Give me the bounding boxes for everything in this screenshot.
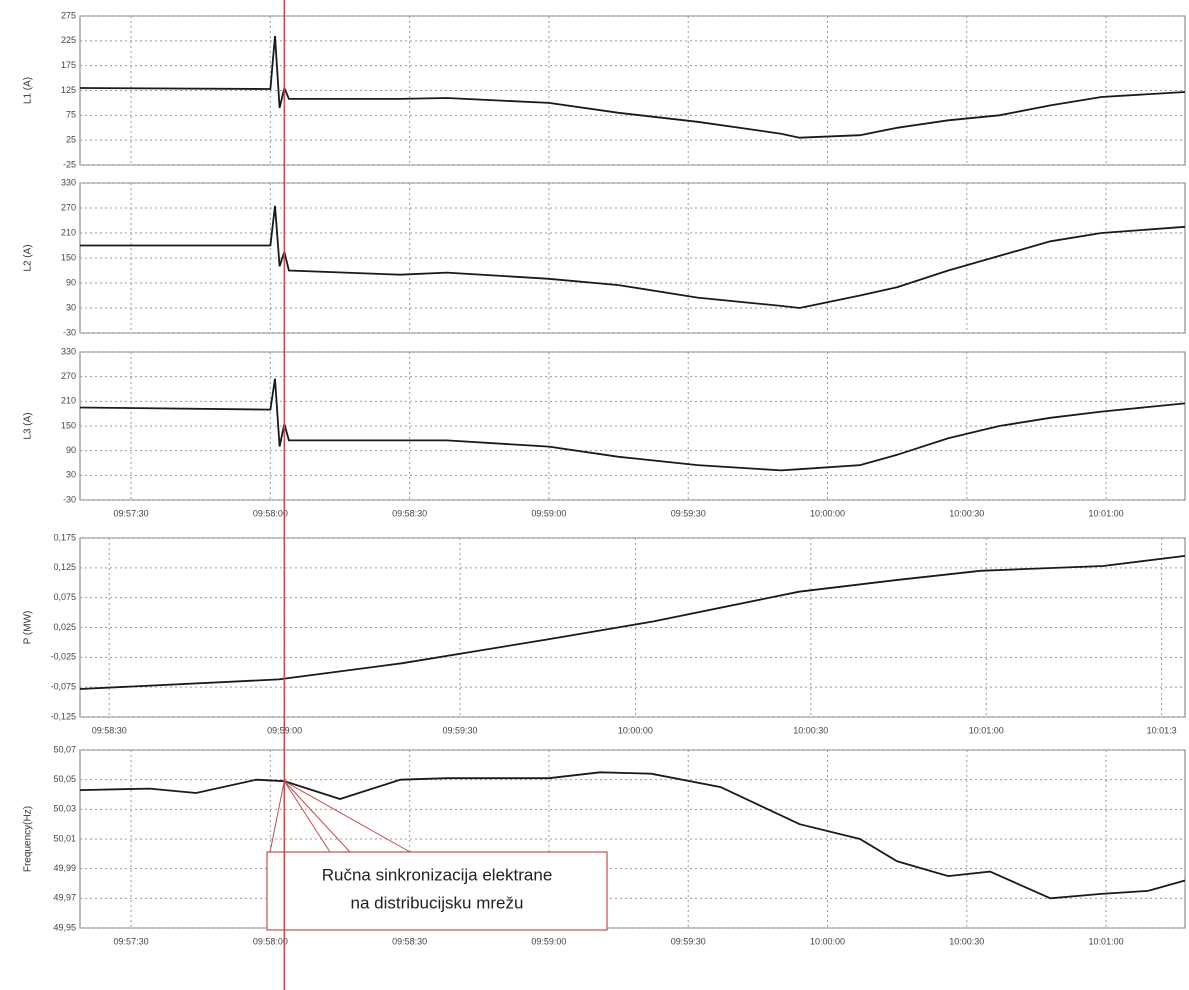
callout-box: [266, 851, 608, 931]
y-tick-label: 75: [66, 110, 76, 120]
data-line: [80, 205, 1186, 309]
x-tick-label: 10:00:30: [949, 508, 984, 518]
y-tick-label: 270: [61, 202, 76, 212]
y-axis-label: L1 (A): [23, 77, 34, 104]
annotation-text: na distribucijsku mrežu: [351, 893, 524, 912]
x-tick-label: 09:59:30: [671, 936, 706, 946]
y-tick-label: 330: [61, 346, 76, 356]
y-axis-label: L3 (A): [23, 412, 34, 439]
y-tick-label: 330: [61, 177, 76, 187]
x-tick-label: 09:59:00: [531, 936, 566, 946]
data-line: [79, 378, 1186, 472]
y-tick-label: 270: [61, 371, 76, 381]
x-tick-label: 10:00:30: [949, 936, 984, 946]
y-tick-label: 49,99: [53, 863, 76, 873]
x-tick-label: 10:01:00: [1089, 508, 1124, 518]
y-tick-label: 0,025: [53, 622, 76, 632]
y-tick-label: 150: [61, 420, 76, 430]
y-axis-label: Frequency(Hz): [23, 806, 34, 872]
y-tick-label: 90: [66, 277, 76, 287]
y-axis-label: L2 (A): [23, 244, 34, 271]
x-tick-label: 09:59:30: [443, 725, 478, 735]
y-tick-label: 125: [61, 85, 76, 95]
y-tick-label: -0,025: [50, 652, 76, 662]
x-tick-label: 09:58:00: [253, 936, 288, 946]
y-tick-label: 49,97: [53, 893, 76, 903]
y-tick-label: 25: [66, 135, 76, 145]
x-tick-label: 10:01:00: [1089, 936, 1124, 946]
y-tick-label: 0,075: [53, 592, 76, 602]
y-tick-label: -30: [63, 327, 76, 337]
y-tick-label: 275: [61, 10, 76, 20]
x-tick-label: 09:58:30: [92, 725, 127, 735]
y-axis-label: P (MW): [23, 611, 34, 645]
x-tick-label: 09:58:00: [253, 508, 288, 518]
y-tick-label: 49,95: [53, 922, 76, 932]
y-tick-label: -0,075: [50, 682, 76, 692]
y-tick-label: 50,07: [53, 744, 76, 754]
y-tick-label: 0,175: [53, 532, 76, 542]
y-tick-label: 30: [66, 470, 76, 480]
x-tick-label: 10:01:3: [1147, 725, 1177, 735]
data-line: [79, 771, 1186, 900]
y-tick-label: 225: [61, 35, 76, 45]
x-tick-label: 10:00:00: [618, 725, 653, 735]
y-tick-label: 210: [61, 396, 76, 406]
y-tick-label: 90: [66, 445, 76, 455]
y-tick-label: -0,125: [50, 711, 76, 721]
x-tick-label: 10:00:00: [810, 508, 845, 518]
x-tick-label: 09:57:30: [114, 508, 149, 518]
x-tick-label: 10:00:00: [810, 936, 845, 946]
x-tick-label: 09:57:30: [114, 936, 149, 946]
y-tick-label: 150: [61, 252, 76, 262]
y-tick-label: 210: [61, 227, 76, 237]
y-tick-label: 50,01: [53, 833, 76, 843]
x-tick-label: 09:59:00: [531, 508, 566, 518]
x-tick-label: 09:59:30: [671, 508, 706, 518]
x-tick-label: 10:01:00: [969, 725, 1004, 735]
y-tick-label: 0,125: [53, 562, 76, 572]
x-tick-label: 09:58:30: [392, 936, 427, 946]
x-tick-label: 10:00:30: [793, 725, 828, 735]
data-line: [79, 555, 1186, 690]
x-tick-label: 09:58:30: [392, 508, 427, 518]
data-line: [79, 35, 1186, 139]
annotation-text: Ručna sinkronizacija elektrane: [322, 865, 553, 884]
y-tick-label: 50,03: [53, 804, 76, 814]
y-tick-label: 30: [66, 302, 76, 312]
y-tick-label: -30: [63, 494, 76, 504]
y-tick-label: -25: [63, 159, 76, 169]
y-tick-label: 175: [61, 60, 76, 70]
y-tick-label: 50,05: [53, 774, 76, 784]
